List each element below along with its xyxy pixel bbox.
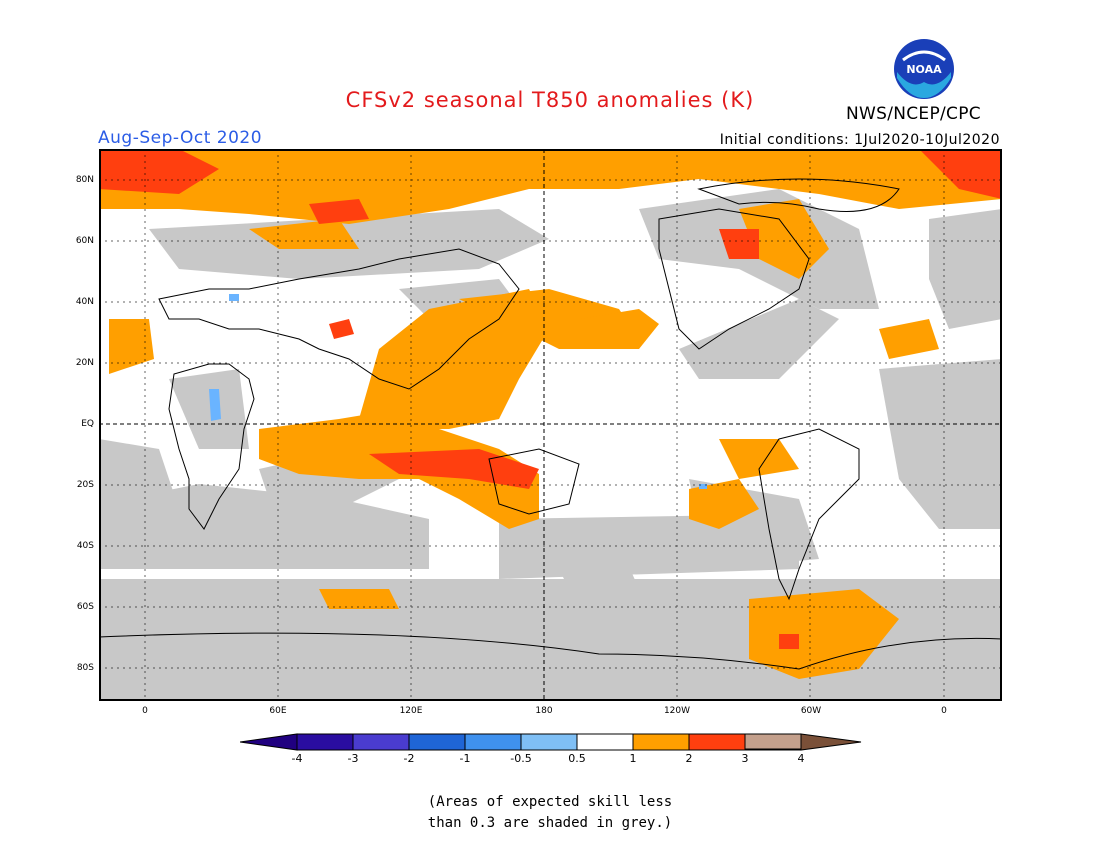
- colorbar-bin-1: [296, 733, 354, 751]
- colorbar-over-triangle: [800, 733, 862, 751]
- continent-outlines: [99, 178, 1002, 670]
- colorbar-bin-3: [408, 733, 466, 751]
- map-main-axes: [99, 149, 1002, 701]
- colorbar-label-05: 0.5: [568, 752, 586, 765]
- lat-label-80n: 80N: [75, 175, 94, 185]
- colorbar-extra-bin: [745, 734, 802, 750]
- colorbar-bin-5: [520, 733, 578, 751]
- colorbar-label-m1: -1: [459, 752, 471, 765]
- agency-label: NWS/NCEP/CPC: [846, 104, 981, 124]
- colorbar-label-m3: -3: [347, 752, 359, 765]
- initial-conditions: Initial conditions: 1Jul2020-10Jul2020: [719, 132, 1000, 148]
- lon-label-0-east: 0: [941, 706, 947, 716]
- map-frame: [99, 149, 1002, 701]
- colorbar-label-1: 1: [629, 752, 637, 765]
- colorbar-label-m2: -2: [403, 752, 415, 765]
- lat-label-40n: 40N: [75, 297, 94, 307]
- lon-label-0: 0: [142, 706, 148, 716]
- colorbar-bin-2: [352, 733, 410, 751]
- lon-label-60w: 60W: [800, 706, 822, 716]
- colorbar-label-3: 3: [741, 752, 749, 765]
- colorbar-label-4: 4: [797, 752, 805, 765]
- lat-label-20s: 20S: [76, 480, 94, 490]
- map-title: CFSv2 seasonal T850 anomalies (K): [345, 88, 755, 112]
- colorbar-label-m05: -0.5: [510, 752, 532, 765]
- noaa-logo: NOAA: [894, 39, 954, 99]
- t850-anomaly-map: [99, 149, 1002, 701]
- colorbar-label-2: 2: [685, 752, 693, 765]
- colorbar-label-m4: -4: [291, 752, 303, 765]
- colorbar-bin-7: [632, 733, 690, 751]
- forecast-period: Aug-Sep-Oct 2020: [98, 128, 263, 148]
- colorbar-bin-8: [688, 733, 746, 751]
- lat-label-60s: 60S: [76, 602, 94, 612]
- noaa-logo-text: NOAA: [906, 63, 942, 76]
- lon-label-120e: 120E: [399, 706, 423, 716]
- lat-label-60n: 60N: [75, 236, 94, 246]
- warm-anomaly-red: [99, 149, 1002, 649]
- map-grid: [99, 149, 1002, 701]
- lat-label-80s: 80S: [76, 663, 94, 673]
- lon-label-120w: 120W: [663, 706, 691, 716]
- lon-label-60e: 60E: [269, 706, 287, 716]
- skill-note-line-2: than 0.3 are shaded in grey.): [427, 815, 673, 831]
- colorbar-under-triangle: [240, 733, 298, 751]
- colorbar-bin-4: [464, 733, 522, 751]
- colorbar: [240, 733, 862, 751]
- skill-note-line-1: (Areas of expected skill less: [427, 794, 673, 810]
- colorbar-bin-6: [576, 733, 634, 751]
- lon-label-180: 180: [535, 706, 553, 716]
- lat-label-20n: 20N: [75, 358, 94, 368]
- skill-note: (Areas of expected skill less than 0.3 a…: [0, 792, 1100, 834]
- lat-label-40s: 40S: [76, 541, 94, 551]
- lat-label-eq: EQ: [81, 419, 94, 429]
